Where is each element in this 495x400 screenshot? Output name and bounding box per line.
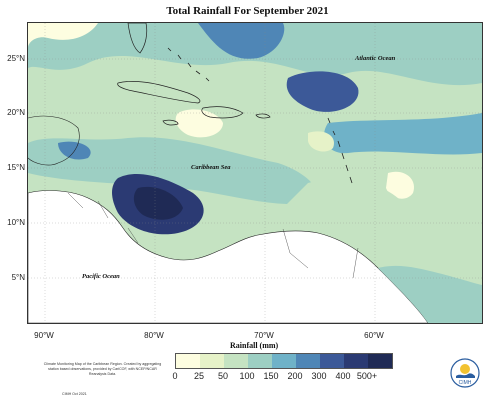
rainfall-patch-bahamas bbox=[198, 23, 285, 59]
label-atlantic-ocean: Atlantic Ocean bbox=[355, 55, 396, 62]
legend-swatch bbox=[224, 354, 248, 368]
lon-label-90w: 90°W bbox=[34, 331, 54, 340]
country-borders bbox=[67, 192, 359, 279]
legend-swatch bbox=[272, 354, 296, 368]
rainfall-dry-east bbox=[386, 171, 414, 199]
lon-label-70w: 70°W bbox=[254, 331, 274, 340]
land-florida bbox=[127, 23, 148, 54]
map-title: Total Rainfall For September 2021 bbox=[166, 5, 329, 17]
legend-swatch bbox=[248, 354, 272, 368]
legend-tick-labels: 0 25 50 100 150 200 300 400 500+ bbox=[163, 371, 423, 383]
legend-tick-label: 400 bbox=[335, 371, 351, 381]
land-jamaica bbox=[162, 119, 179, 126]
land-central-south-america bbox=[28, 190, 429, 323]
legend-swatch bbox=[296, 354, 320, 368]
legend-swatch bbox=[176, 354, 200, 368]
lat-label-20n: 20°N bbox=[7, 108, 25, 117]
legend-tick-label: 0 bbox=[172, 371, 178, 381]
legend-tick-label: 200 bbox=[287, 371, 303, 381]
label-caribbean-sea: Caribbean Sea bbox=[191, 164, 231, 171]
cimh-logo-text: CIMH bbox=[459, 380, 472, 386]
rainfall-map bbox=[27, 22, 483, 324]
legend-swatch bbox=[368, 354, 392, 368]
legend-color-bar bbox=[175, 353, 393, 369]
legend-tick-label: 50 bbox=[217, 371, 228, 381]
legend-tick-label: 300 bbox=[311, 371, 327, 381]
cimh-logo-icon: CIMH bbox=[450, 358, 480, 388]
legend-title: Rainfall (mm) bbox=[230, 341, 279, 350]
land-bahamas bbox=[167, 47, 210, 82]
legend-tick-label: 150 bbox=[263, 371, 279, 381]
rainfall-dry-antilles bbox=[308, 131, 334, 152]
legend-tick-label: 100 bbox=[239, 371, 255, 381]
rainfall-dry-north bbox=[28, 23, 98, 48]
legend-swatch bbox=[320, 354, 344, 368]
rainfall-amazon-north bbox=[378, 265, 482, 323]
map-footnote: Climate Monitoring Map of the Caribbean … bbox=[43, 362, 162, 376]
rainfall-patch-atlantic bbox=[286, 71, 359, 112]
lon-label-80w: 80°W bbox=[144, 331, 164, 340]
legend-swatch bbox=[200, 354, 224, 368]
legend-tick-label: 500+ bbox=[356, 371, 378, 381]
rainfall-band-caribbean bbox=[28, 137, 317, 205]
land-cuba bbox=[117, 80, 201, 104]
lat-label-10n: 10°N bbox=[7, 218, 25, 227]
land-lesser-antilles bbox=[327, 117, 353, 184]
graticule bbox=[28, 23, 482, 323]
rainfall-central-america-max bbox=[133, 186, 183, 220]
land-yucatan bbox=[28, 115, 80, 166]
legend-tick-label: 25 bbox=[193, 371, 204, 381]
legend-swatch bbox=[344, 354, 368, 368]
land-puerto-rico bbox=[255, 113, 271, 119]
rainfall-band-east bbox=[324, 113, 482, 155]
rainfall-map-canvas bbox=[28, 23, 482, 323]
lon-label-60w: 60°W bbox=[364, 331, 384, 340]
rainfall-dry-hispaniola bbox=[175, 109, 223, 138]
label-pacific-ocean: Pacific Ocean bbox=[82, 273, 120, 280]
lat-label-25n: 25°N bbox=[7, 54, 25, 63]
lat-label-5n: 5°N bbox=[11, 273, 25, 282]
lat-label-15n: 15°N bbox=[7, 163, 25, 172]
map-credit: CIMH Oct 2021 bbox=[62, 392, 87, 396]
